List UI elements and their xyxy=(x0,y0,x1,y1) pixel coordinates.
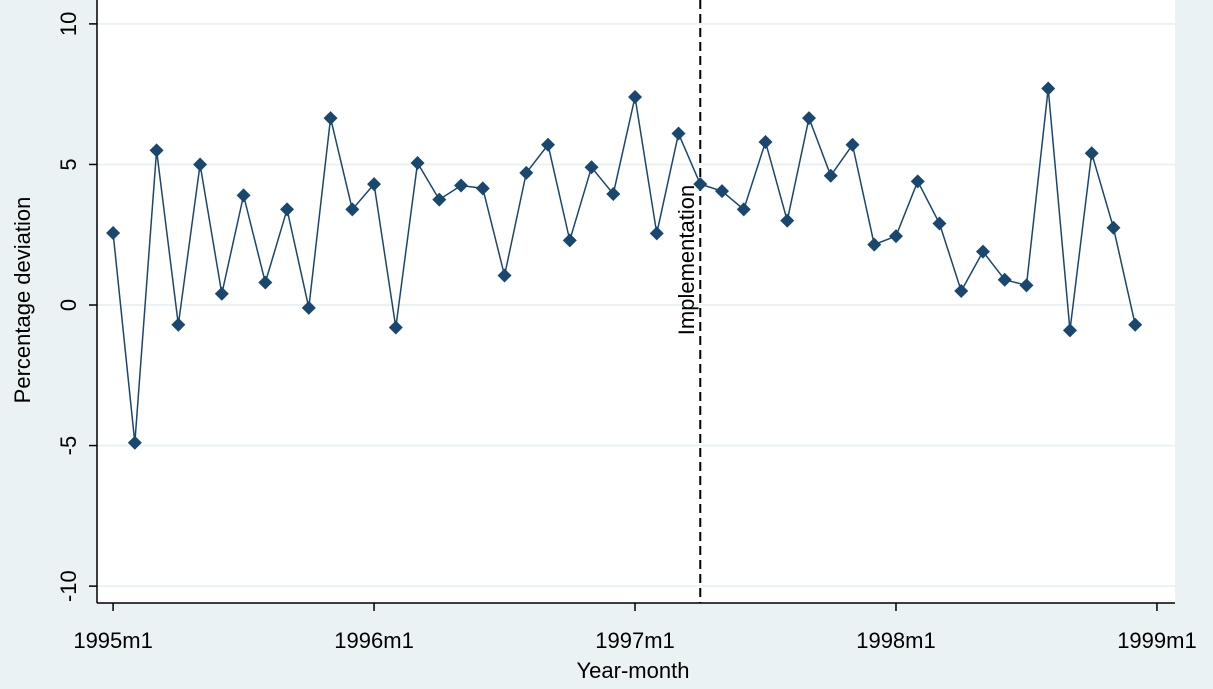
marker xyxy=(845,137,860,152)
marker xyxy=(497,268,512,283)
marker xyxy=(171,317,186,332)
marker xyxy=(410,156,425,171)
marker xyxy=(562,233,577,248)
x-tick-label: 1996m1 xyxy=(334,628,414,653)
marker xyxy=(388,320,403,335)
marker xyxy=(280,202,295,217)
x-tick-label: 1998m1 xyxy=(856,628,936,653)
y-tick-label: 5 xyxy=(56,158,81,170)
marker xyxy=(236,188,251,203)
marker xyxy=(1041,81,1056,96)
line xyxy=(112,88,1136,443)
y-tick-label: -5 xyxy=(56,436,81,456)
marker xyxy=(932,216,947,231)
marker xyxy=(323,111,338,126)
marker xyxy=(301,300,316,315)
marker xyxy=(867,237,882,252)
marker xyxy=(127,435,142,450)
marker xyxy=(975,244,990,259)
marker xyxy=(1128,317,1143,332)
marker xyxy=(584,160,599,175)
marker xyxy=(519,165,534,180)
marker xyxy=(888,229,903,244)
marker xyxy=(1106,220,1121,235)
marker xyxy=(1084,146,1099,161)
marker xyxy=(715,184,730,199)
marker xyxy=(475,181,490,196)
marker xyxy=(954,283,969,298)
marker xyxy=(736,202,751,217)
x-axis-title: Year-month xyxy=(577,658,690,683)
marker xyxy=(149,143,164,158)
x-tick-label: 1995m1 xyxy=(73,628,153,653)
x-tick-label: 1999m1 xyxy=(1117,628,1197,653)
plot-area xyxy=(97,0,1175,603)
marker xyxy=(432,192,447,207)
marker xyxy=(671,126,686,141)
y-tick-label: 0 xyxy=(56,299,81,311)
marker xyxy=(345,202,360,217)
y-tick-label: -10 xyxy=(56,570,81,602)
y-axis-title: Percentage deviation xyxy=(10,197,35,404)
marker xyxy=(193,157,208,172)
marker xyxy=(823,168,838,183)
marker xyxy=(541,137,556,152)
marker xyxy=(801,111,816,126)
marker xyxy=(454,178,469,193)
marker xyxy=(997,272,1012,287)
marker xyxy=(367,177,382,192)
marker xyxy=(693,177,708,192)
marker xyxy=(1019,278,1034,293)
marker xyxy=(214,286,229,301)
marker xyxy=(106,226,121,241)
marker xyxy=(258,275,273,290)
marker xyxy=(758,134,773,149)
marker xyxy=(780,213,795,228)
y-tick-label: 10 xyxy=(56,12,81,36)
marker xyxy=(910,174,925,189)
marker xyxy=(606,186,621,201)
x-tick-label: 1997m1 xyxy=(595,628,675,653)
annotation-label: Implementation xyxy=(674,185,699,335)
marker xyxy=(628,89,643,104)
marker xyxy=(649,226,664,241)
marker xyxy=(1062,323,1077,338)
